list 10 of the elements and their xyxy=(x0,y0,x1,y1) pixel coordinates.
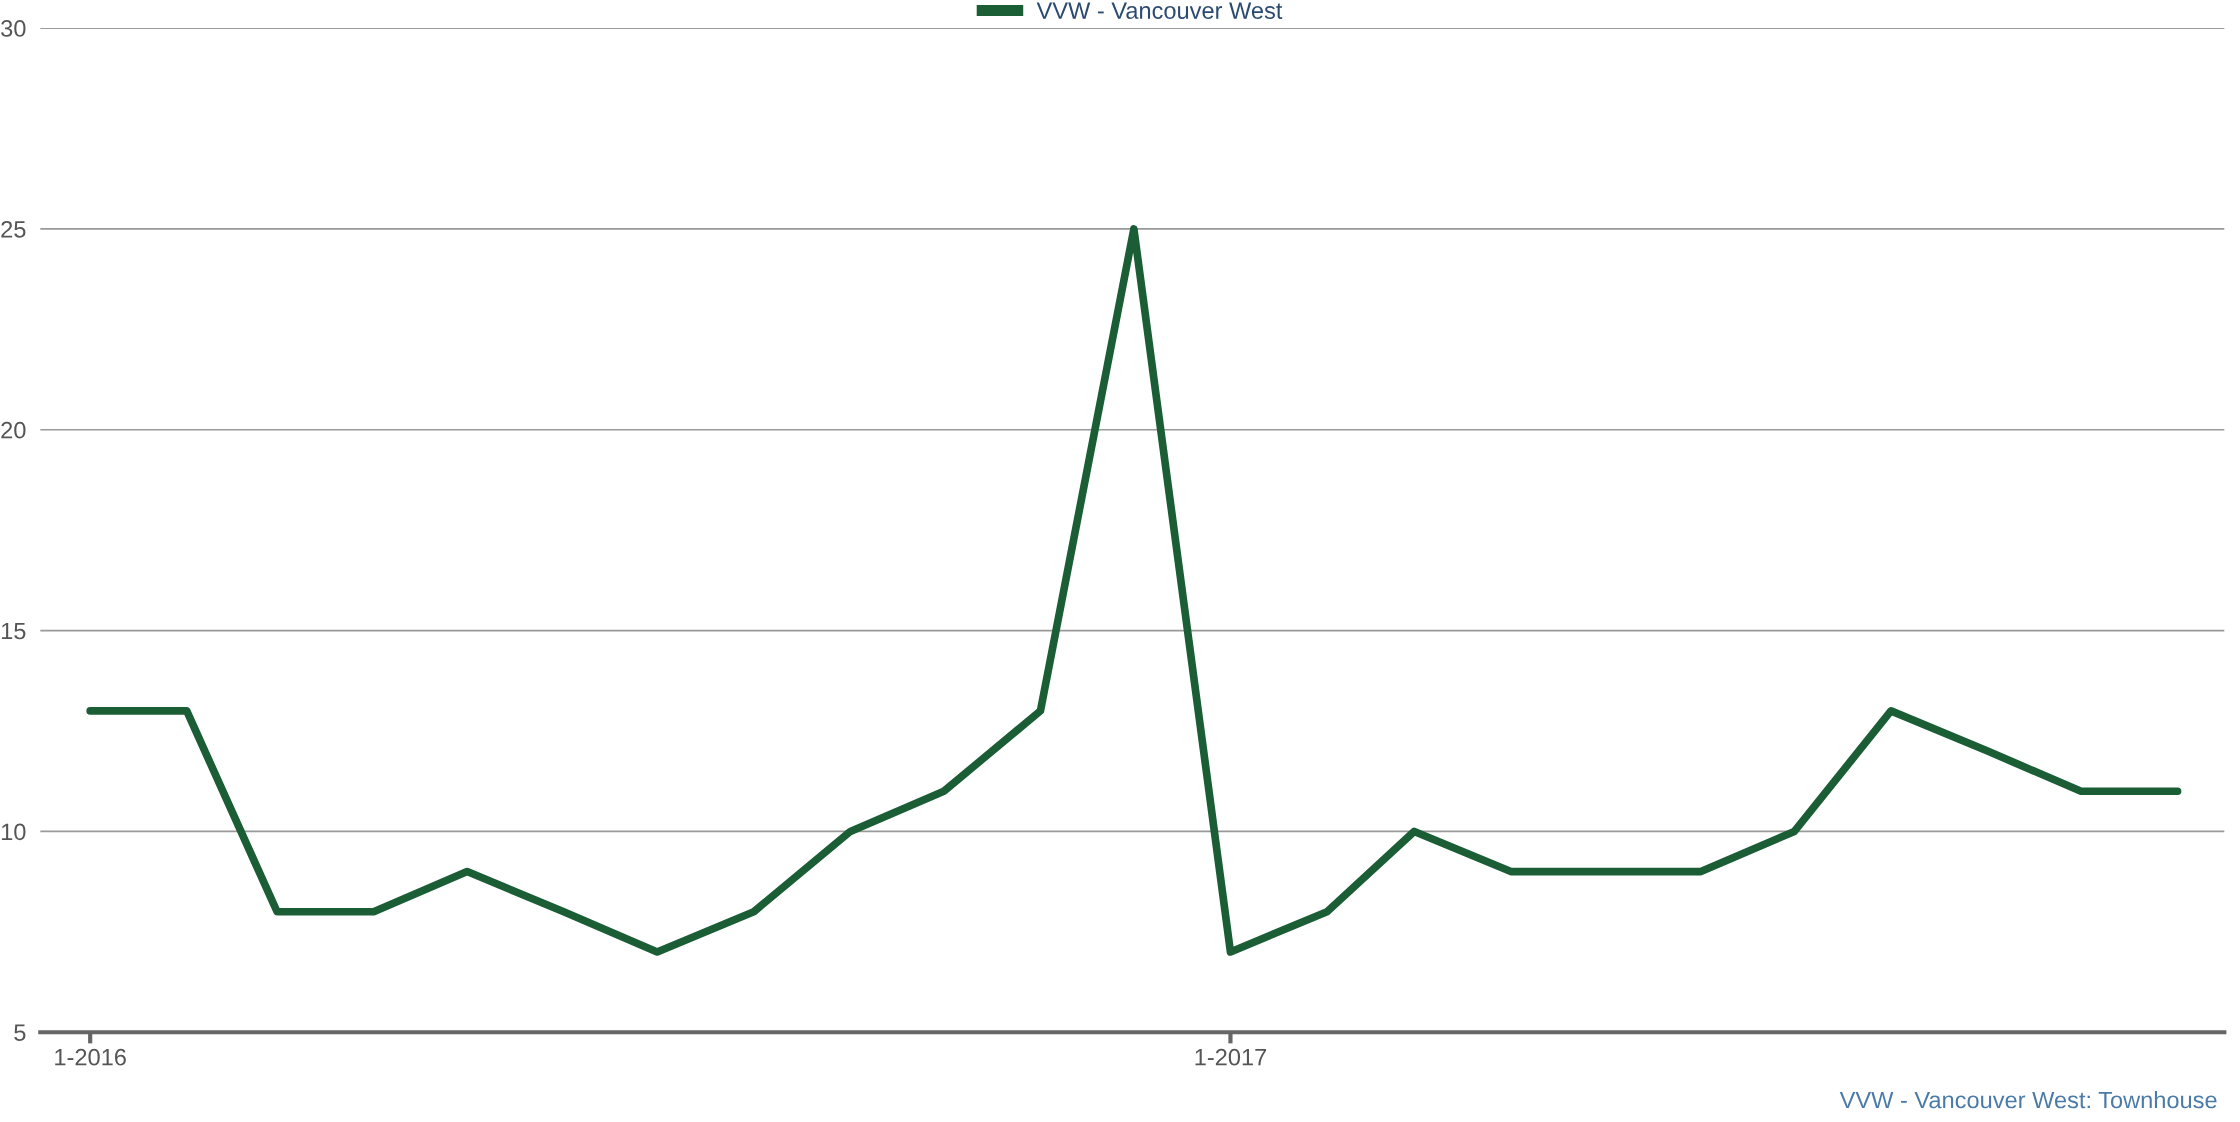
y-tick-label: 20 xyxy=(1,421,26,439)
y-tick-label: 25 xyxy=(1,220,26,238)
x-tick-label: 1-2016 xyxy=(55,1048,126,1066)
y-tick-label: 10 xyxy=(1,823,26,841)
y-tick-label: 5 xyxy=(14,1024,26,1042)
text: VVW - Vancouver West: Townhouse xyxy=(1839,1091,2217,1109)
x-tick-label: 1-2017 xyxy=(1195,1048,1267,1066)
y-tick-label: 30 xyxy=(1,20,26,37)
legend-label: VVW - Vancouver West xyxy=(1036,2,1283,19)
y-tick-label: 15 xyxy=(1,622,26,640)
